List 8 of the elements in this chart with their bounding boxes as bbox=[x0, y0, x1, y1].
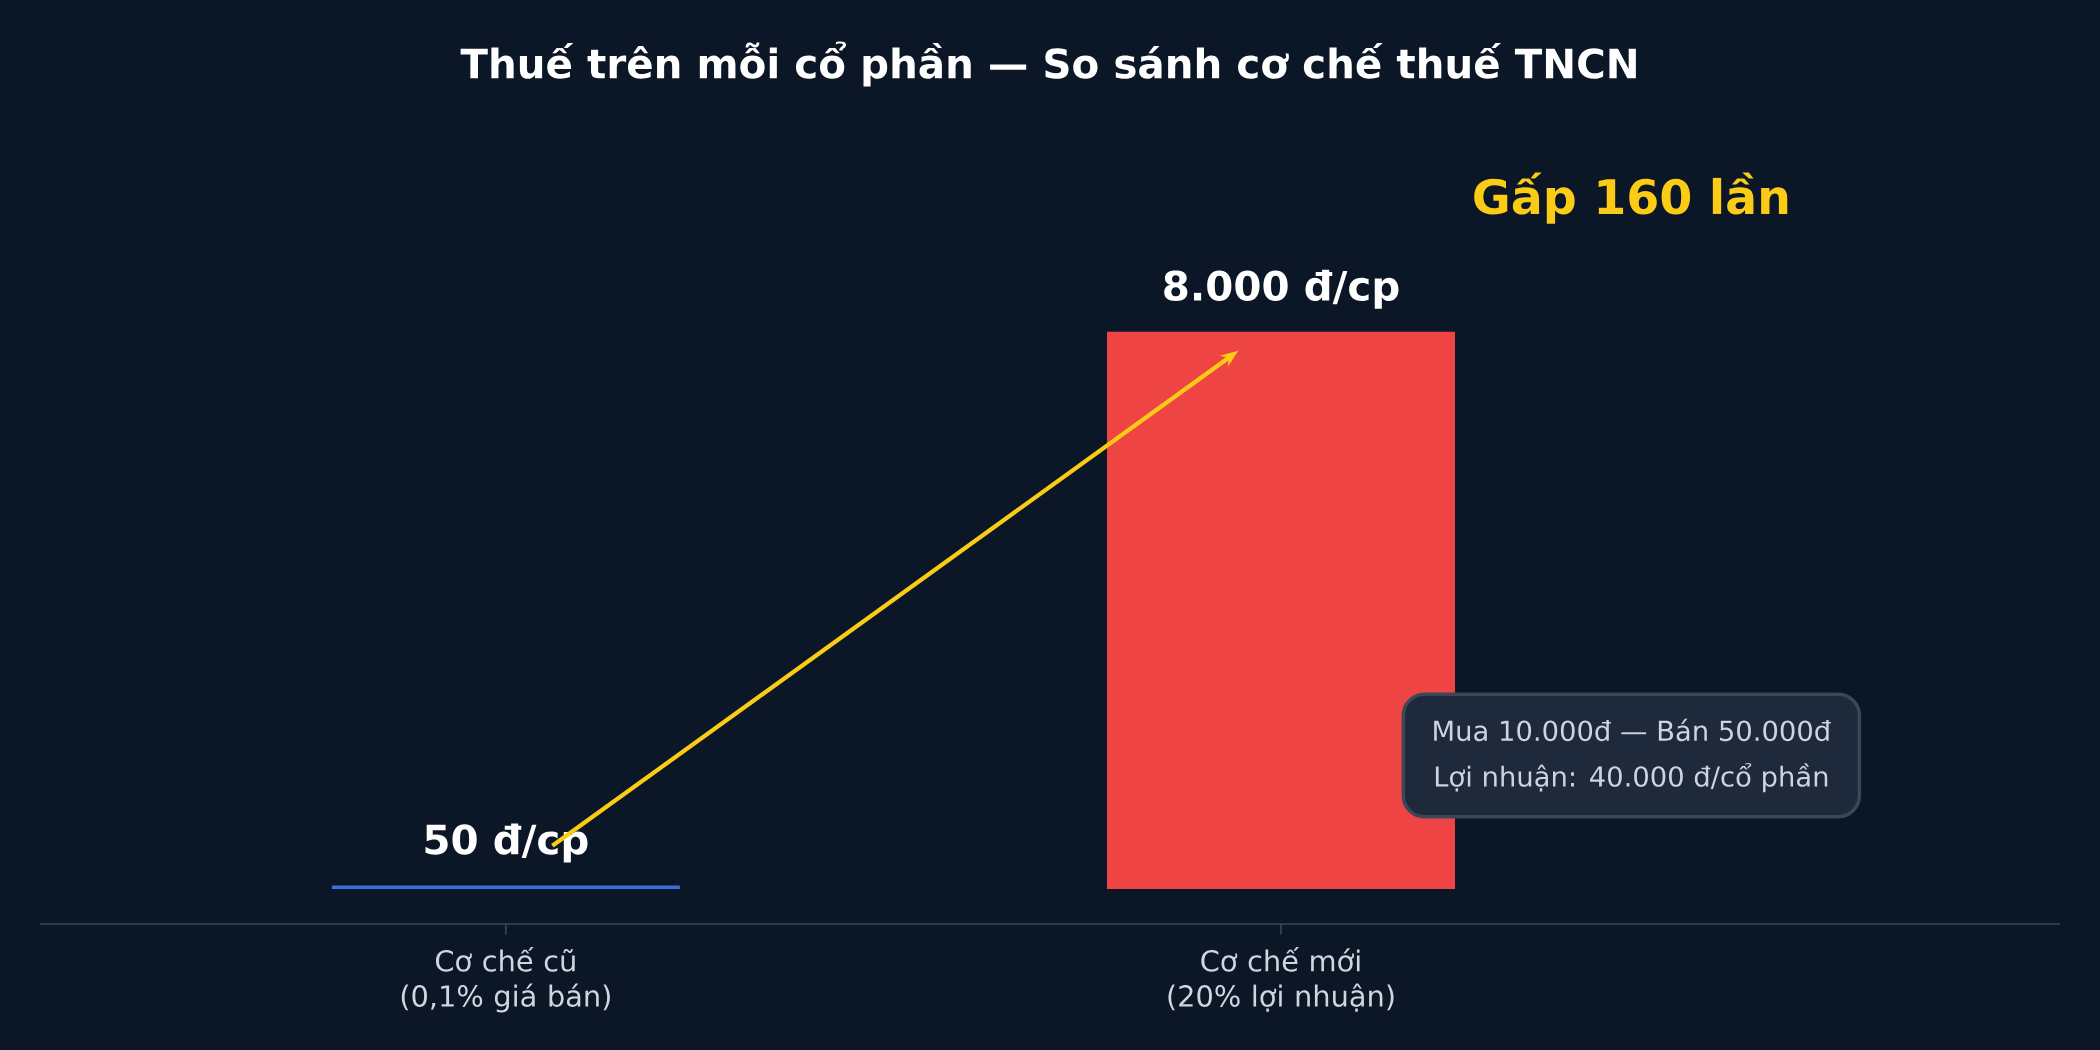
data-label: 8.000 đ/cp bbox=[1164, 269, 1399, 309]
annotation: Mua 10.000đ — Bán 50.000đ bbox=[1434, 718, 1831, 742]
data-label: 50 đ/cp bbox=[425, 823, 588, 863]
chart-title: Thuế trên mỗi cổ phần — So sánh cơ chế thuế TNCN bbox=[460, 41, 1636, 87]
text: Gấp 160 lần bbox=[1474, 172, 1788, 224]
x-tick-label: Cơ chế mới (20% lợi nhuận) bbox=[1168, 946, 1394, 1012]
x-tick-label: Cơ chế cũ (0,1% giá bán) bbox=[401, 946, 610, 1013]
annotation: Lợi nhuận: 40.000 đ/cổ phần bbox=[1435, 762, 1828, 793]
